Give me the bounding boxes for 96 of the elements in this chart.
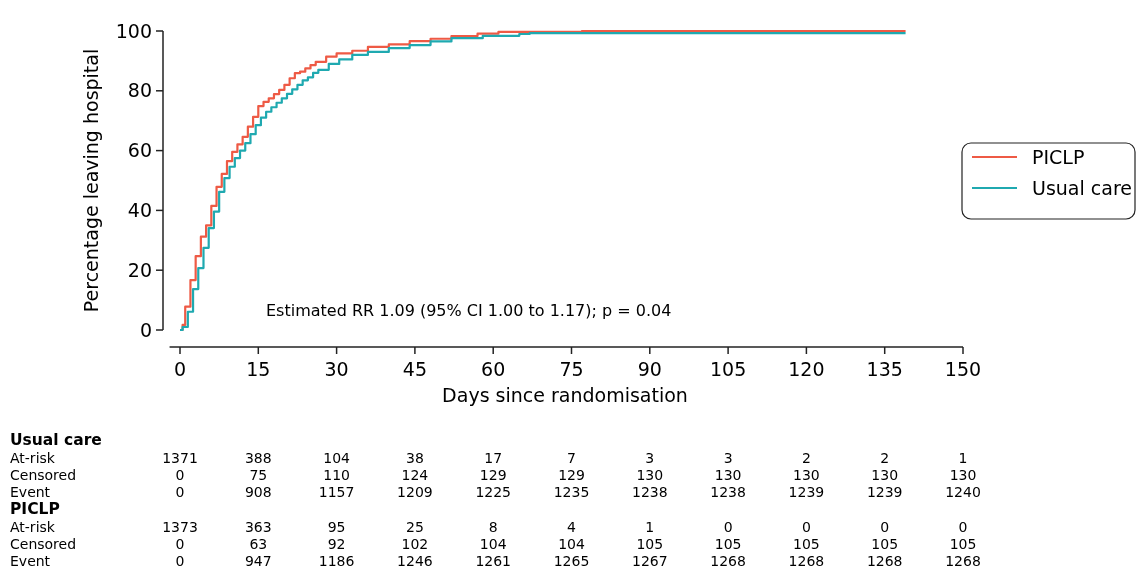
text: PICLP <box>10 500 60 519</box>
text: 0 <box>958 518 968 535</box>
x-tick-label: 60 <box>481 358 506 380</box>
text: 102 <box>401 535 429 552</box>
text: 130 <box>714 466 742 483</box>
text: 1235 <box>553 483 590 500</box>
x-tick-label: 90 <box>637 358 662 380</box>
text: 130 <box>636 466 664 483</box>
text: 0 <box>175 466 185 483</box>
text: 1268 <box>788 553 825 567</box>
text: At-risk <box>10 518 56 535</box>
text: 105 <box>636 535 664 552</box>
text: 4 <box>567 518 577 535</box>
y-tick-label: 60 <box>127 139 152 162</box>
text: Event <box>10 483 51 500</box>
y-axis-title: Percentage leaving hospital <box>80 48 102 313</box>
text: 0 <box>801 518 811 535</box>
text: 0 <box>880 518 890 535</box>
text: 1209 <box>397 483 433 500</box>
y-tick-label: 20 <box>127 258 152 281</box>
text: 38 <box>405 449 424 466</box>
legend-label: Usual care <box>1032 177 1132 199</box>
text: 75 <box>249 466 268 483</box>
text: Censored <box>10 466 77 483</box>
text: 1157 <box>318 483 355 500</box>
text: 947 <box>244 553 272 567</box>
text: 388 <box>244 449 272 466</box>
text: Usual care <box>10 431 102 449</box>
x-tick-label: 30 <box>324 358 349 380</box>
text: 3 <box>645 449 655 466</box>
y-tick-label: 40 <box>127 199 152 222</box>
text: 104 <box>323 449 351 466</box>
text: 130 <box>793 466 820 483</box>
text: 129 <box>479 466 507 483</box>
x-tick-label: 105 <box>709 358 747 380</box>
text: 1 <box>645 518 655 535</box>
text: 0 <box>723 518 733 535</box>
text: 104 <box>479 535 507 552</box>
y-tick-label: 100 <box>115 19 152 42</box>
x-tick-label: 45 <box>402 358 427 380</box>
text: 1261 <box>475 553 512 567</box>
text: 105 <box>714 535 742 552</box>
text: 1186 <box>318 553 355 567</box>
text: 129 <box>558 466 585 483</box>
text: 1246 <box>397 553 433 567</box>
text: 908 <box>244 483 272 500</box>
x-axis-title: Days since randomisation <box>442 384 688 406</box>
x-tick-label: 150 <box>944 358 982 380</box>
text: 105 <box>871 535 899 552</box>
text: 130 <box>871 466 899 483</box>
text: 1268 <box>945 553 981 567</box>
text: 92 <box>327 535 346 552</box>
text: 1373 <box>162 518 198 535</box>
text: 0 <box>175 535 185 552</box>
text: Event <box>10 553 51 567</box>
text: 1240 <box>945 483 981 500</box>
text: 1265 <box>553 553 590 567</box>
text: 8 <box>488 518 498 535</box>
text: 17 <box>484 449 503 466</box>
text: 1238 <box>631 483 668 500</box>
text: 130 <box>949 466 977 483</box>
y-tick-label: 80 <box>127 79 152 102</box>
text: 1 <box>958 449 968 466</box>
text: 25 <box>405 518 424 535</box>
legend-label: PICLP <box>1032 146 1085 168</box>
text: 2 <box>801 449 811 466</box>
x-tick-label: 120 <box>788 358 825 380</box>
text: 105 <box>793 535 820 552</box>
text: 1267 <box>631 553 668 567</box>
text: 1239 <box>866 483 903 500</box>
text: 0 <box>175 483 185 500</box>
text: 63 <box>249 535 268 552</box>
text: 105 <box>949 535 977 552</box>
x-tick-label: 135 <box>866 358 903 380</box>
x-tick-label: 75 <box>559 358 584 380</box>
text: 124 <box>401 466 429 483</box>
text: At-risk <box>10 449 56 466</box>
y-tick-label: 0 <box>139 318 152 341</box>
text: 7 <box>567 449 576 466</box>
text: 1238 <box>710 483 746 500</box>
text: 104 <box>558 535 585 552</box>
text: 1371 <box>162 449 198 466</box>
text: 110 <box>323 466 350 483</box>
annotation: Estimated RR 1.09 (95% CI 1.00 to 1.17); p = 0.04 <box>266 301 672 320</box>
text: 0 <box>175 553 185 567</box>
text: 95 <box>327 518 346 535</box>
text: 1225 <box>475 483 512 500</box>
text: 1239 <box>788 483 825 500</box>
text: 2 <box>880 449 890 466</box>
text: 1268 <box>710 553 746 567</box>
x-tick-label: 0 <box>173 358 187 380</box>
text: 363 <box>244 518 272 535</box>
text: 3 <box>723 449 733 466</box>
text: 1268 <box>866 553 903 567</box>
text: Censored <box>10 535 77 552</box>
x-tick-label: 15 <box>246 358 271 380</box>
